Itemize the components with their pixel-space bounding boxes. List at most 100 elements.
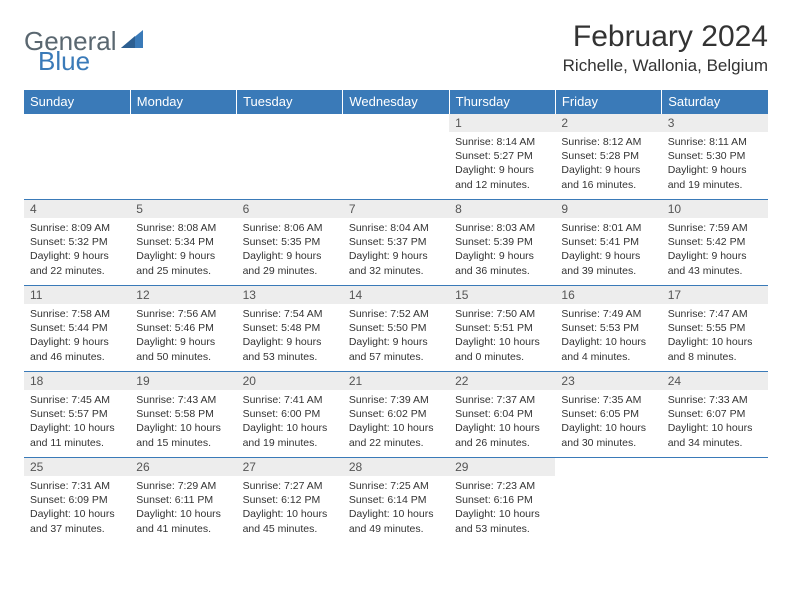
day-number: 15 xyxy=(449,286,555,304)
day-number: 20 xyxy=(237,372,343,390)
calendar-day-cell: 1Sunrise: 8:14 AMSunset: 5:27 PMDaylight… xyxy=(449,114,555,200)
daylight-text: Daylight: 10 hours and 45 minutes. xyxy=(243,507,337,535)
daylight-text: Daylight: 9 hours and 50 minutes. xyxy=(136,335,230,363)
calendar-day-cell: 27Sunrise: 7:27 AMSunset: 6:12 PMDayligh… xyxy=(237,458,343,544)
sunset-text: Sunset: 5:28 PM xyxy=(561,149,655,163)
page-header: General Blue February 2024 Richelle, Wal… xyxy=(24,20,768,76)
sunset-text: Sunset: 6:16 PM xyxy=(455,493,549,507)
calendar-day-cell: 3Sunrise: 8:11 AMSunset: 5:30 PMDaylight… xyxy=(662,114,768,200)
day-number: 8 xyxy=(449,200,555,218)
logo-sub: Blue xyxy=(38,46,90,77)
sunset-text: Sunset: 6:04 PM xyxy=(455,407,549,421)
daylight-text: Daylight: 9 hours and 19 minutes. xyxy=(668,163,762,191)
day-number: 3 xyxy=(662,114,768,132)
calendar-day-cell: 9Sunrise: 8:01 AMSunset: 5:41 PMDaylight… xyxy=(555,200,661,286)
calendar-day-cell: 12Sunrise: 7:56 AMSunset: 5:46 PMDayligh… xyxy=(130,286,236,372)
day-content: Sunrise: 8:11 AMSunset: 5:30 PMDaylight:… xyxy=(662,132,768,196)
calendar-day-cell: 28Sunrise: 7:25 AMSunset: 6:14 PMDayligh… xyxy=(343,458,449,544)
sunrise-text: Sunrise: 7:45 AM xyxy=(30,393,124,407)
sunrise-text: Sunrise: 7:58 AM xyxy=(30,307,124,321)
daylight-text: Daylight: 9 hours and 29 minutes. xyxy=(243,249,337,277)
calendar-week-row: 18Sunrise: 7:45 AMSunset: 5:57 PMDayligh… xyxy=(24,372,768,458)
sunrise-text: Sunrise: 8:12 AM xyxy=(561,135,655,149)
sunset-text: Sunset: 5:44 PM xyxy=(30,321,124,335)
day-header: Monday xyxy=(130,90,236,114)
day-number: 4 xyxy=(24,200,130,218)
day-content: Sunrise: 7:54 AMSunset: 5:48 PMDaylight:… xyxy=(237,304,343,368)
day-number xyxy=(343,114,449,118)
day-number: 22 xyxy=(449,372,555,390)
daylight-text: Daylight: 10 hours and 8 minutes. xyxy=(668,335,762,363)
sunset-text: Sunset: 5:42 PM xyxy=(668,235,762,249)
daylight-text: Daylight: 9 hours and 43 minutes. xyxy=(668,249,762,277)
sunset-text: Sunset: 5:57 PM xyxy=(30,407,124,421)
calendar-day-cell: 2Sunrise: 8:12 AMSunset: 5:28 PMDaylight… xyxy=(555,114,661,200)
daylight-text: Daylight: 10 hours and 34 minutes. xyxy=(668,421,762,449)
sunrise-text: Sunrise: 7:43 AM xyxy=(136,393,230,407)
day-number: 24 xyxy=(662,372,768,390)
day-content: Sunrise: 7:31 AMSunset: 6:09 PMDaylight:… xyxy=(24,476,130,540)
calendar-day-cell: 22Sunrise: 7:37 AMSunset: 6:04 PMDayligh… xyxy=(449,372,555,458)
sunrise-text: Sunrise: 7:52 AM xyxy=(349,307,443,321)
sunset-text: Sunset: 6:07 PM xyxy=(668,407,762,421)
day-content: Sunrise: 7:58 AMSunset: 5:44 PMDaylight:… xyxy=(24,304,130,368)
day-number: 26 xyxy=(130,458,236,476)
daylight-text: Daylight: 10 hours and 26 minutes. xyxy=(455,421,549,449)
daylight-text: Daylight: 10 hours and 37 minutes. xyxy=(30,507,124,535)
day-content: Sunrise: 8:12 AMSunset: 5:28 PMDaylight:… xyxy=(555,132,661,196)
calendar-day-cell xyxy=(130,114,236,200)
daylight-text: Daylight: 9 hours and 22 minutes. xyxy=(30,249,124,277)
calendar-day-cell xyxy=(237,114,343,200)
calendar-day-cell: 21Sunrise: 7:39 AMSunset: 6:02 PMDayligh… xyxy=(343,372,449,458)
daylight-text: Daylight: 9 hours and 53 minutes. xyxy=(243,335,337,363)
day-number: 17 xyxy=(662,286,768,304)
sunrise-text: Sunrise: 7:41 AM xyxy=(243,393,337,407)
calendar-day-cell: 15Sunrise: 7:50 AMSunset: 5:51 PMDayligh… xyxy=(449,286,555,372)
day-number xyxy=(24,114,130,118)
sunset-text: Sunset: 5:50 PM xyxy=(349,321,443,335)
calendar-day-cell: 11Sunrise: 7:58 AMSunset: 5:44 PMDayligh… xyxy=(24,286,130,372)
sunset-text: Sunset: 5:58 PM xyxy=(136,407,230,421)
day-number xyxy=(237,114,343,118)
day-content: Sunrise: 7:59 AMSunset: 5:42 PMDaylight:… xyxy=(662,218,768,282)
sunrise-text: Sunrise: 7:35 AM xyxy=(561,393,655,407)
day-number: 7 xyxy=(343,200,449,218)
logo-text-blue: Blue xyxy=(38,46,90,76)
sunrise-text: Sunrise: 8:04 AM xyxy=(349,221,443,235)
sunset-text: Sunset: 5:55 PM xyxy=(668,321,762,335)
daylight-text: Daylight: 10 hours and 0 minutes. xyxy=(455,335,549,363)
day-content: Sunrise: 8:03 AMSunset: 5:39 PMDaylight:… xyxy=(449,218,555,282)
sunset-text: Sunset: 5:34 PM xyxy=(136,235,230,249)
day-content: Sunrise: 7:41 AMSunset: 6:00 PMDaylight:… xyxy=(237,390,343,454)
sunset-text: Sunset: 6:14 PM xyxy=(349,493,443,507)
sunrise-text: Sunrise: 7:49 AM xyxy=(561,307,655,321)
day-number xyxy=(662,458,768,462)
day-number xyxy=(130,114,236,118)
page-title: February 2024 xyxy=(563,20,768,54)
day-number: 21 xyxy=(343,372,449,390)
day-number: 29 xyxy=(449,458,555,476)
sunset-text: Sunset: 5:37 PM xyxy=(349,235,443,249)
calendar-day-cell xyxy=(343,114,449,200)
logo-triangle-icon xyxy=(121,30,143,53)
daylight-text: Daylight: 9 hours and 39 minutes. xyxy=(561,249,655,277)
sunset-text: Sunset: 5:41 PM xyxy=(561,235,655,249)
calendar-day-cell: 14Sunrise: 7:52 AMSunset: 5:50 PMDayligh… xyxy=(343,286,449,372)
daylight-text: Daylight: 9 hours and 16 minutes. xyxy=(561,163,655,191)
sunrise-text: Sunrise: 8:11 AM xyxy=(668,135,762,149)
calendar-day-cell: 13Sunrise: 7:54 AMSunset: 5:48 PMDayligh… xyxy=(237,286,343,372)
daylight-text: Daylight: 10 hours and 49 minutes. xyxy=(349,507,443,535)
daylight-text: Daylight: 10 hours and 41 minutes. xyxy=(136,507,230,535)
sunrise-text: Sunrise: 8:09 AM xyxy=(30,221,124,235)
day-content: Sunrise: 8:04 AMSunset: 5:37 PMDaylight:… xyxy=(343,218,449,282)
daylight-text: Daylight: 10 hours and 11 minutes. xyxy=(30,421,124,449)
day-content: Sunrise: 7:33 AMSunset: 6:07 PMDaylight:… xyxy=(662,390,768,454)
sunset-text: Sunset: 6:00 PM xyxy=(243,407,337,421)
day-content: Sunrise: 8:08 AMSunset: 5:34 PMDaylight:… xyxy=(130,218,236,282)
sunrise-text: Sunrise: 7:25 AM xyxy=(349,479,443,493)
daylight-text: Daylight: 9 hours and 25 minutes. xyxy=(136,249,230,277)
day-number: 2 xyxy=(555,114,661,132)
daylight-text: Daylight: 9 hours and 12 minutes. xyxy=(455,163,549,191)
page-subtitle: Richelle, Wallonia, Belgium xyxy=(563,56,768,76)
calendar-day-cell xyxy=(555,458,661,544)
